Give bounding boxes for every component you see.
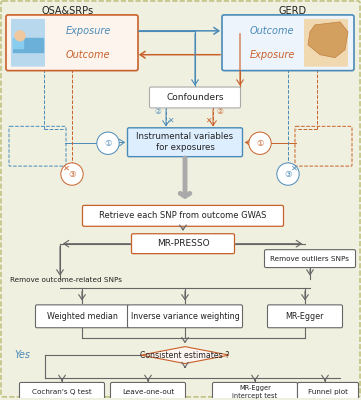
Polygon shape [141,347,229,364]
Text: ✕: ✕ [167,116,173,125]
Text: Weighted median: Weighted median [47,312,117,321]
FancyBboxPatch shape [297,382,358,400]
Text: ③: ③ [68,170,76,178]
Text: ✕: ✕ [291,164,297,173]
Bar [13,38,43,52]
Text: MR-Egger
intercept test: MR-Egger intercept test [232,385,278,399]
Bar [13,38,23,48]
Text: Consistent estimates ?: Consistent estimates ? [140,350,230,360]
FancyBboxPatch shape [131,234,235,254]
Text: Instrumental variables
for exposures: Instrumental variables for exposures [136,132,234,152]
FancyBboxPatch shape [35,305,129,328]
Text: Exposure: Exposure [65,26,111,36]
FancyBboxPatch shape [222,15,354,71]
Text: Retrieve each SNP from outcome GWAS: Retrieve each SNP from outcome GWAS [99,211,267,220]
FancyBboxPatch shape [127,128,243,157]
FancyBboxPatch shape [6,15,138,71]
Text: Remove outliers SNPs: Remove outliers SNPs [270,256,349,262]
FancyBboxPatch shape [83,206,283,226]
Text: Remove outcome-related SNPs: Remove outcome-related SNPs [10,278,122,284]
FancyBboxPatch shape [11,19,45,67]
Text: Exposure: Exposure [249,50,295,60]
Text: Outcome: Outcome [250,26,294,36]
Text: Inverse variance weighting: Inverse variance weighting [131,312,239,321]
FancyBboxPatch shape [213,382,297,400]
FancyBboxPatch shape [110,382,186,400]
Text: MR-PRESSO: MR-PRESSO [157,239,209,248]
Text: ②: ② [217,107,223,116]
Text: ③: ③ [284,170,292,178]
Text: ✕: ✕ [205,116,211,125]
Text: Outcome: Outcome [66,50,110,60]
Text: Yes: Yes [14,350,30,360]
Circle shape [15,31,25,41]
FancyBboxPatch shape [268,305,343,328]
Text: MR-Egger: MR-Egger [286,312,324,321]
FancyBboxPatch shape [149,87,240,108]
Text: ②: ② [155,107,161,116]
Text: ①: ① [104,139,112,148]
Polygon shape [308,22,348,58]
Text: GERD: GERD [279,6,307,16]
Text: OSA&SRPs: OSA&SRPs [42,6,94,16]
Text: ✕: ✕ [62,164,70,173]
FancyBboxPatch shape [19,382,104,400]
FancyBboxPatch shape [304,19,348,67]
Text: Cochran's Q test: Cochran's Q test [32,389,92,395]
Text: Leave-one-out: Leave-one-out [122,389,174,395]
Text: ①: ① [256,139,264,148]
FancyBboxPatch shape [265,250,356,268]
FancyBboxPatch shape [127,305,243,328]
Text: Funnel plot: Funnel plot [308,389,348,395]
Text: Confounders: Confounders [166,93,224,102]
